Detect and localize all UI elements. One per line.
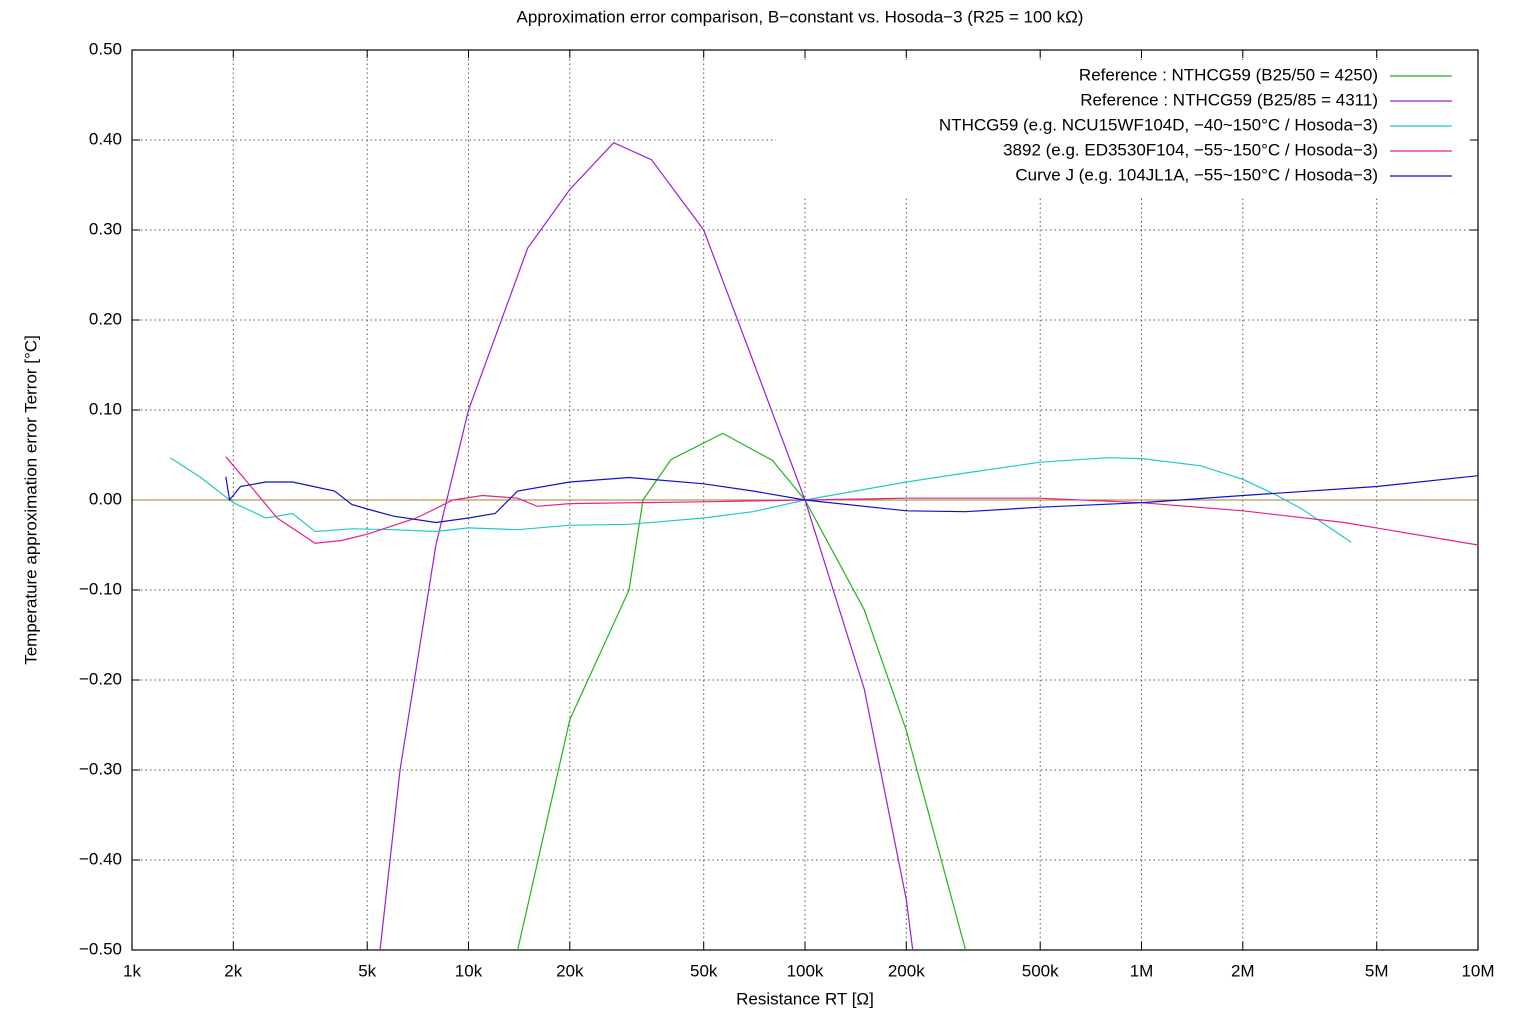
series-line	[379, 141, 914, 950]
x-tick-label: 500k	[1022, 961, 1059, 980]
x-tick-label: 5k	[358, 961, 376, 980]
x-tick-label: 50k	[690, 961, 718, 980]
y-tick-label: 0.40	[89, 129, 122, 148]
y-tick-label: 0.10	[89, 399, 122, 418]
x-tick-label: 200k	[888, 961, 925, 980]
y-tick-label: −0.10	[79, 579, 122, 598]
y-axis-label: Temperature approximation error Terror […	[21, 335, 40, 665]
legend-label: Curve J (e.g. 104JL1A, −55~150°C / Hosod…	[1015, 165, 1378, 184]
x-tick-label: 10k	[455, 961, 483, 980]
y-tick-label: 0.20	[89, 309, 122, 328]
chart-title: Approximation error comparison, B−consta…	[517, 7, 1084, 26]
legend-label: 3892 (e.g. ED3530F104, −55~150°C / Hosod…	[1003, 140, 1378, 159]
x-tick-label: 20k	[556, 961, 584, 980]
x-tick-label: 10M	[1461, 961, 1494, 980]
x-tick-label: 5M	[1365, 961, 1389, 980]
plot-area	[170, 141, 1478, 950]
y-tick-label: −0.50	[79, 939, 122, 958]
x-tick-label: 2k	[224, 961, 242, 980]
series-line	[225, 475, 1478, 524]
legend-label: Reference : NTHCG59 (B25/85 = 4311)	[1080, 90, 1378, 109]
series-line	[170, 457, 1352, 543]
x-tick-label: 1M	[1130, 961, 1154, 980]
legend-label: NTHCG59 (e.g. NCU15WF104D, −40~150°C / H…	[939, 115, 1378, 134]
series-line	[225, 456, 1478, 546]
y-tick-label: 0.30	[89, 219, 122, 238]
y-tick-label: −0.40	[79, 849, 122, 868]
x-tick-label: 2M	[1231, 961, 1255, 980]
x-tick-label: 1k	[123, 961, 141, 980]
y-tick-label: 0.50	[89, 39, 122, 58]
y-tick-label: 0.00	[89, 489, 122, 508]
x-tick-label: 100k	[787, 961, 824, 980]
x-axis-label: Resistance RT [Ω]	[736, 989, 874, 1008]
legend-background	[776, 60, 1470, 197]
y-tick-label: −0.20	[79, 669, 122, 688]
legend-label: Reference : NTHCG59 (B25/50 = 4250)	[1079, 65, 1378, 84]
series-line	[517, 432, 967, 950]
plot-frame	[131, 49, 1479, 951]
y-tick-label: −0.30	[79, 759, 122, 778]
